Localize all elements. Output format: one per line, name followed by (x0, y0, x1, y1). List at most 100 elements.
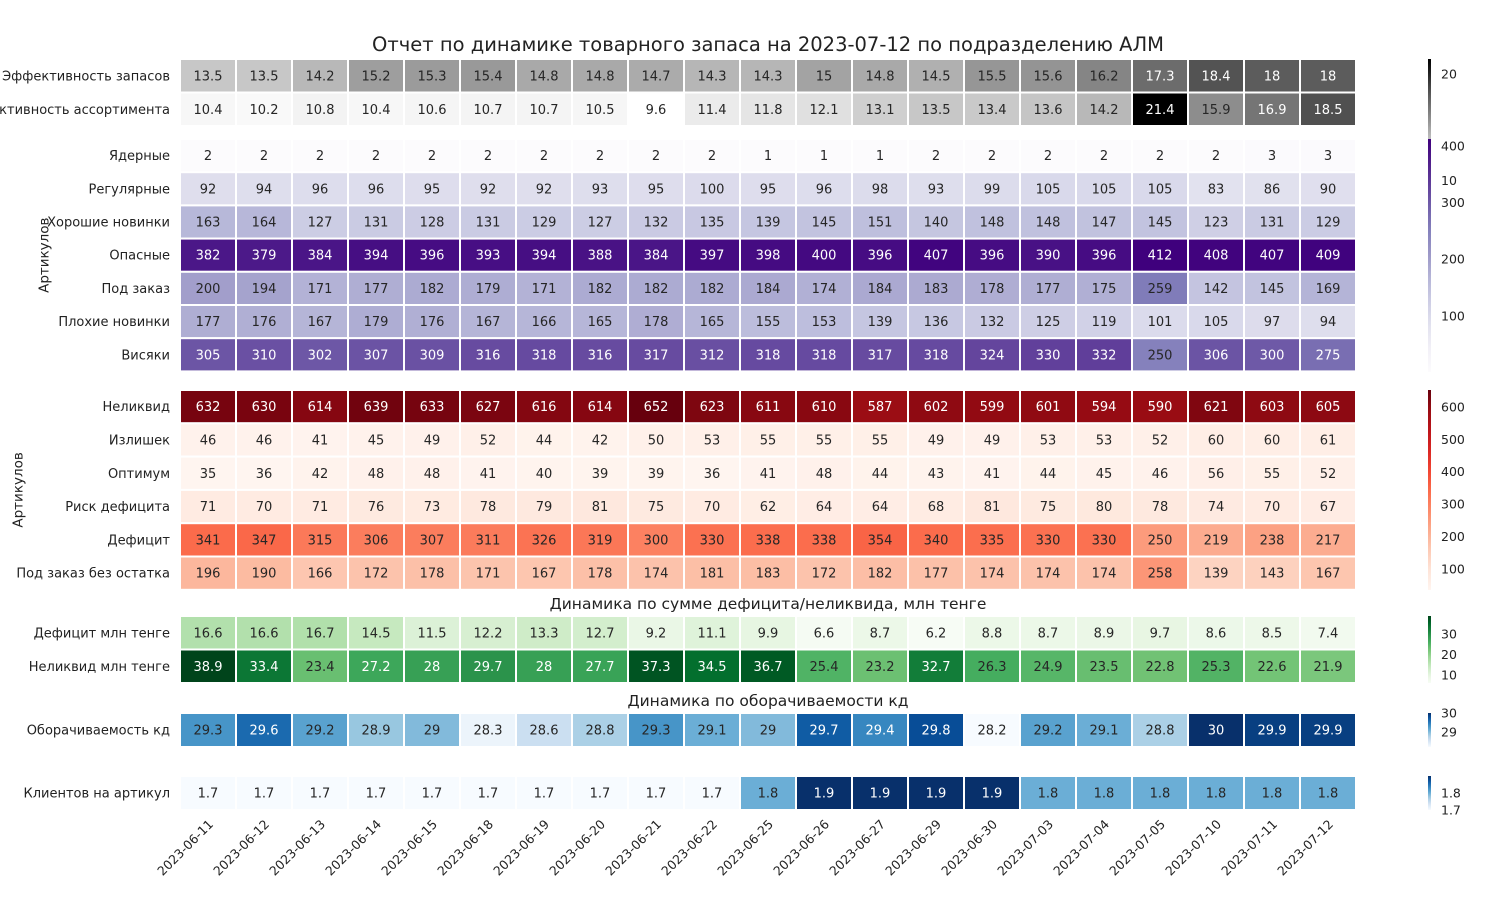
cell-value: 92 (480, 182, 497, 197)
cell-value: 616 (532, 400, 557, 415)
heatmap-cell (1075, 775, 1133, 811)
x-tick-label: 2023-06-21 (602, 817, 664, 879)
cell-value: 93 (928, 182, 945, 197)
cell-value: 29.9 (1314, 724, 1343, 739)
heatmap-cell (683, 775, 741, 811)
heatmap-cell (1243, 389, 1301, 425)
heatmap-cell (1019, 91, 1077, 127)
heatmap-cell (291, 422, 349, 458)
cell-value: 183 (756, 567, 781, 582)
cell-value: 318 (812, 348, 837, 363)
colorbar-tick-label: 20 (1441, 647, 1457, 662)
heatmap-cell (739, 91, 797, 127)
colorbar-tick-label: 10 (1441, 668, 1457, 683)
cell-value: 30 (1208, 724, 1225, 739)
cell-value: 318 (756, 348, 781, 363)
cell-value: 396 (868, 249, 893, 264)
heatmap-cell (627, 389, 685, 425)
heatmap-cell (627, 304, 685, 340)
cell-value: 44 (536, 433, 553, 448)
cell-value: 96 (312, 182, 329, 197)
heatmap-cell (1075, 237, 1133, 273)
heatmap-cell (179, 648, 237, 684)
cell-value: 83 (1208, 182, 1225, 197)
heatmap-cell (515, 615, 573, 651)
x-tick-label: 2023-06-13 (266, 817, 328, 879)
cell-value: 13.6 (1034, 103, 1063, 118)
cell-value: 8.5 (1262, 626, 1283, 641)
heatmap-cell (1019, 171, 1077, 207)
cell-value: 98 (872, 182, 889, 197)
cell-value: 182 (588, 282, 613, 297)
colorbar (1428, 390, 1431, 590)
heatmap-cell (1131, 337, 1189, 373)
cell-value: 14.3 (698, 69, 727, 84)
cell-value: 330 (1092, 533, 1117, 548)
cell-value: 21.4 (1146, 103, 1175, 118)
row-label: Клиентов на артикул (24, 787, 171, 802)
cell-value: 178 (644, 315, 669, 330)
cell-value: 174 (1092, 567, 1117, 582)
heatmap-cell (851, 648, 909, 684)
y-axis-label: Артикулов (37, 217, 53, 292)
heatmap-block: Дефицит млн тенге 16.6 16.6 16.7 14.5 11.5 12.… (29, 615, 1457, 684)
cell-value: 131 (476, 216, 501, 231)
cell-value: 1.8 (1262, 787, 1283, 802)
cell-value: 18.5 (1314, 103, 1343, 118)
cell-value: 127 (308, 216, 333, 231)
heatmap-cell (683, 337, 741, 373)
cell-value: 52 (1152, 433, 1169, 448)
cell-value: 29.6 (250, 724, 279, 739)
cell-value: 594 (1092, 400, 1117, 415)
cell-value: 53 (704, 433, 721, 448)
cell-value: 165 (588, 315, 613, 330)
heatmap-cell (1187, 304, 1245, 340)
heatmap-cell (403, 775, 461, 811)
heatmap-block: Неликвид 632 630 614 639 633 627 616 614 652 623 61… (11, 389, 1465, 591)
cell-value: 95 (424, 182, 441, 197)
cell-value: 602 (924, 400, 949, 415)
heatmap-cell (683, 389, 741, 425)
cell-value: 2 (1100, 149, 1108, 164)
cell-value: 41 (760, 467, 777, 482)
heatmap-cell (1299, 389, 1357, 425)
heatmap-cell (739, 337, 797, 373)
cell-value: 36 (704, 467, 721, 482)
heatmap-cell (1131, 555, 1189, 591)
row-label: Плохие новинки (58, 315, 170, 330)
cell-value: 3 (1324, 149, 1332, 164)
heatmap-cell (795, 775, 853, 811)
heatmap-cell (1075, 337, 1133, 373)
row-label: Излишек (109, 433, 170, 448)
cell-value: 306 (1204, 348, 1229, 363)
cell-value: 178 (588, 567, 613, 582)
cell-value: 64 (816, 500, 833, 515)
cell-value: 326 (532, 533, 557, 548)
cell-value: 338 (812, 533, 837, 548)
cell-value: 217 (1316, 533, 1341, 548)
row-label: Регулярные (88, 182, 170, 197)
heatmap-cell (1187, 615, 1245, 651)
cell-value: 1.7 (534, 787, 555, 802)
cell-value: 48 (368, 467, 385, 482)
cell-value: 2 (708, 149, 716, 164)
cell-value: 67 (1320, 500, 1337, 515)
cell-value: 398 (756, 249, 781, 264)
cell-value: 183 (924, 282, 949, 297)
heatmap-cell (907, 91, 965, 127)
cell-value: 603 (1260, 400, 1285, 415)
cell-value: 307 (364, 348, 389, 363)
cell-value: 28.8 (1146, 724, 1175, 739)
cell-value: 139 (868, 315, 893, 330)
cell-value: 599 (980, 400, 1005, 415)
cell-value: 275 (1316, 348, 1341, 363)
cell-value: 1.7 (366, 787, 387, 802)
cell-value: 48 (816, 467, 833, 482)
heatmap-cell (683, 171, 741, 207)
cell-value: 29.9 (1258, 724, 1287, 739)
cell-value: 139 (756, 216, 781, 231)
cell-value: 93 (592, 182, 609, 197)
cell-value: 1.9 (870, 787, 891, 802)
cell-value: 330 (1036, 348, 1061, 363)
heatmap-cell (571, 555, 629, 591)
